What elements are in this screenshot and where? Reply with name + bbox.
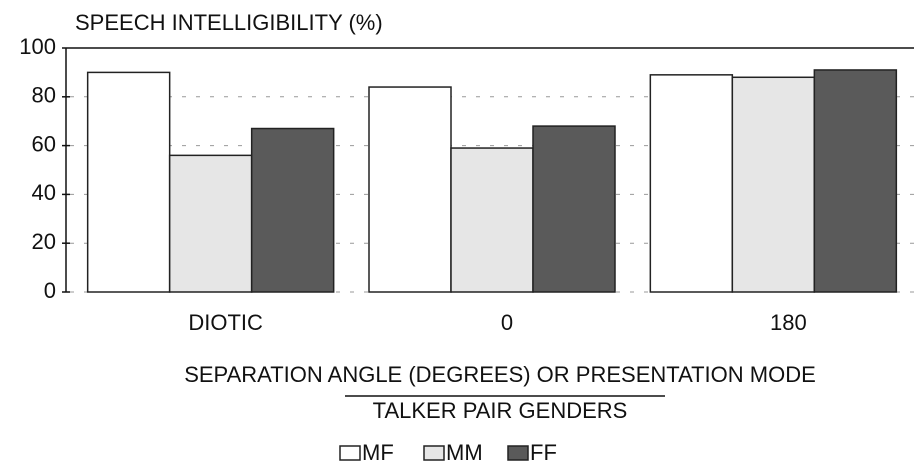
legend-swatch <box>423 445 445 461</box>
bar <box>86 71 171 293</box>
legend-swatch <box>507 445 529 461</box>
x-axis-label: SEPARATION ANGLE (DEGREES) OR PRESENTATI… <box>184 362 816 387</box>
y-tick-label: 60 <box>32 131 56 156</box>
y-tick-label: 20 <box>32 229 56 254</box>
legend-swatch <box>339 445 361 461</box>
bar <box>450 147 534 293</box>
y-tick-label: 80 <box>32 83 56 108</box>
x-tick-label: 180 <box>770 310 807 335</box>
y-tick-label: 0 <box>44 278 56 303</box>
bar <box>368 86 452 293</box>
legend-label: FF <box>530 440 557 465</box>
bar <box>168 154 253 293</box>
bar <box>731 76 816 293</box>
bar <box>649 74 734 293</box>
legend-label: MM <box>446 440 483 465</box>
x-tick-label: DIOTIC <box>188 310 263 335</box>
legend-title: TALKER PAIR GENDERS <box>373 398 628 423</box>
bar <box>813 69 898 293</box>
y-tick-label: 100 <box>19 34 56 59</box>
chart-title: SPEECH INTELLIGIBILITY (%) <box>75 10 383 35</box>
x-tick-label: 0 <box>501 310 513 335</box>
bar <box>532 125 616 293</box>
bar <box>250 127 335 293</box>
y-tick-label: 40 <box>32 180 56 205</box>
legend-label: MF <box>362 440 394 465</box>
